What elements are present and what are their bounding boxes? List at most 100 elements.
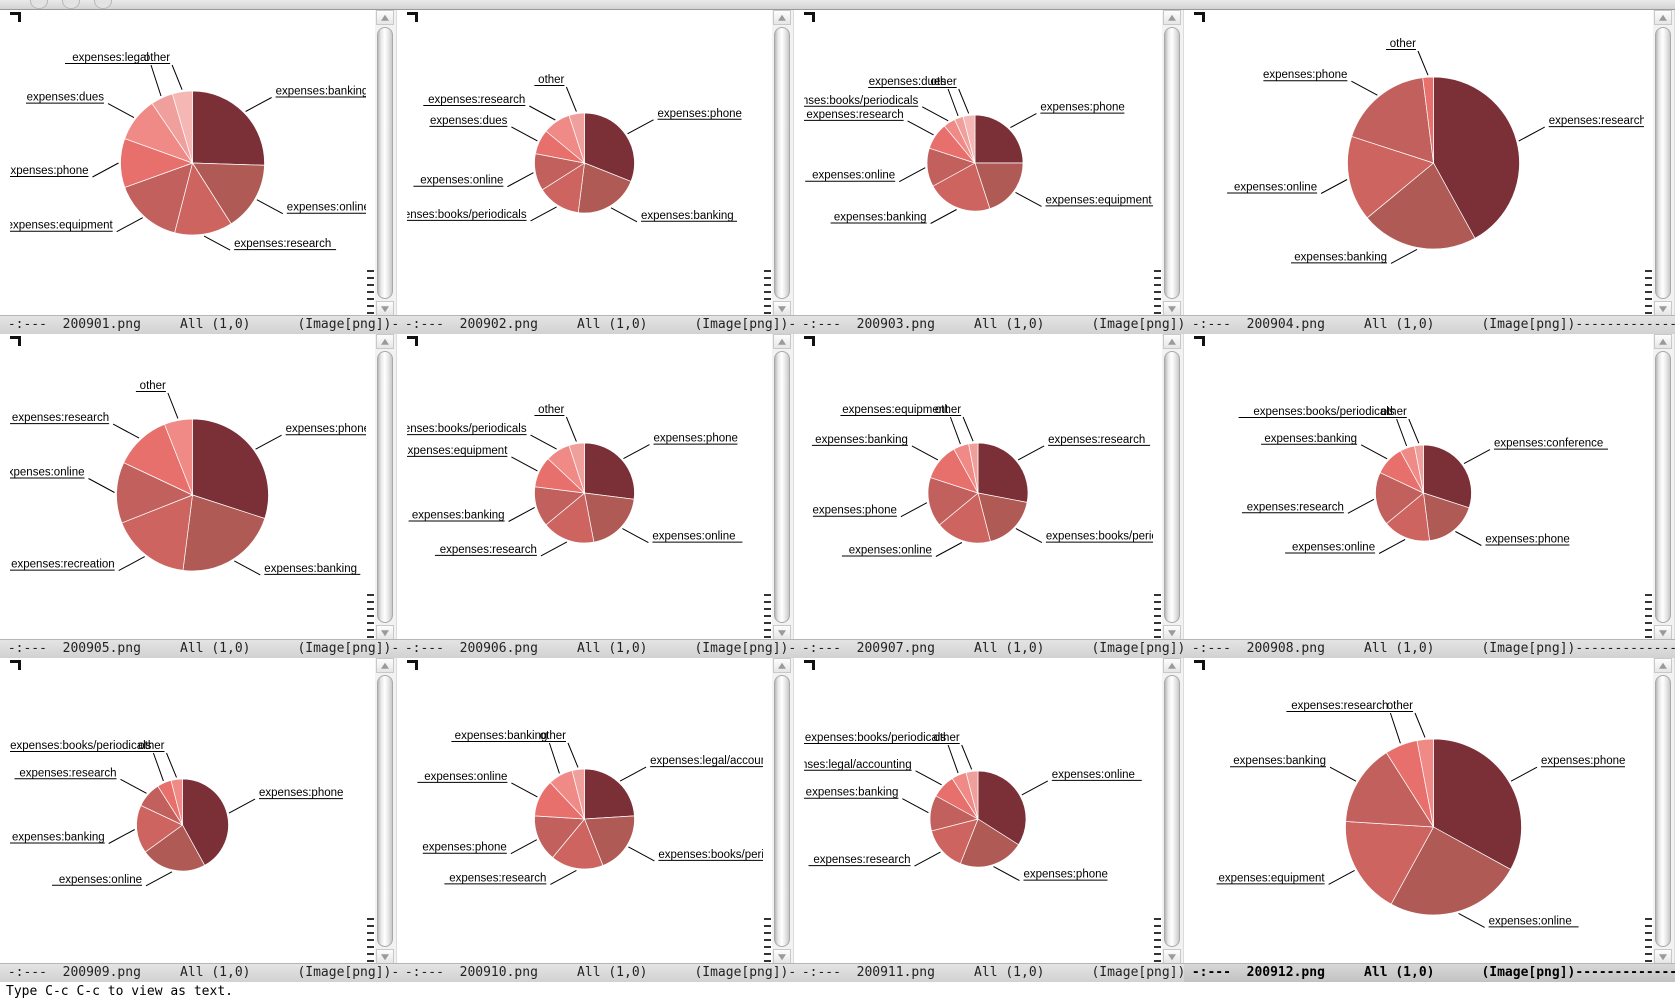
scrollbar-thumb[interactable]: [1164, 675, 1180, 947]
vertical-scrollbar[interactable]: [770, 334, 794, 640]
vertical-scrollbar[interactable]: [770, 10, 794, 316]
scrollbar-thumb[interactable]: [774, 27, 790, 299]
mode-line[interactable]: -:--- 200906.png All (1,0) (Image[png])-…: [397, 639, 794, 658]
scroll-down-arrow-icon[interactable]: [376, 625, 394, 640]
scrollbar-thumb[interactable]: [1655, 675, 1671, 947]
label-leader-line: [1378, 539, 1406, 554]
scroll-down-arrow-icon[interactable]: [1163, 949, 1181, 964]
mode-line[interactable]: -:--- 200901.png All (1,0) (Image[png])-…: [0, 315, 397, 334]
mode-line[interactable]: -:--- 200907.png All (1,0) (Image[png])-…: [794, 639, 1184, 658]
minibuffer[interactable]: Type C-c C-c to view as text.: [0, 982, 1675, 1004]
vertical-scrollbar[interactable]: [1160, 10, 1184, 316]
scrollbar-thumb[interactable]: [377, 351, 393, 623]
image-canvas: expenses:conference expenses:phone expense…: [1184, 334, 1675, 640]
vertical-scrollbar[interactable]: [1651, 658, 1675, 964]
scroll-up-arrow-icon[interactable]: [1654, 658, 1672, 673]
mode-line[interactable]: -:--- 200904.png All (1,0) (Image[png])-…: [1184, 315, 1675, 334]
mode-line-prefix: -:---: [0, 317, 63, 332]
pie-slice-label: expenses:phone: [1541, 755, 1625, 767]
scroll-up-arrow-icon[interactable]: [376, 10, 394, 25]
emacs-window-200910[interactable]: expenses:legal/accounting expenses:books/…: [397, 658, 794, 982]
pie-slice: [1423, 492, 1470, 542]
emacs-window-200905[interactable]: expenses:phone expenses:banking expenses:r…: [0, 334, 397, 658]
label-leader-line: [565, 416, 577, 442]
scroll-up-arrow-icon[interactable]: [376, 658, 394, 673]
scroll-up-arrow-icon[interactable]: [1163, 10, 1181, 25]
pie-slice: [959, 818, 1020, 868]
label-leader-line: [1017, 445, 1045, 461]
scrollbar-thumb[interactable]: [774, 351, 790, 623]
label-leader-line: [508, 507, 535, 522]
scrollbar-thumb[interactable]: [377, 27, 393, 299]
scroll-up-arrow-icon[interactable]: [773, 334, 791, 349]
emacs-window-200907[interactable]: expenses:research expenses:books/periodic…: [794, 334, 1184, 658]
scroll-down-arrow-icon[interactable]: [1654, 625, 1672, 640]
emacs-window-200904[interactable]: expenses:research expenses:banking expense…: [1184, 10, 1675, 334]
scrollbar-thumb[interactable]: [1655, 351, 1671, 623]
scrollbar-thumb[interactable]: [1164, 351, 1180, 623]
scrollbar-thumb[interactable]: [774, 675, 790, 947]
emacs-window-200911[interactable]: expenses:online expenses:phone expenses:re…: [794, 658, 1184, 982]
emacs-window-200903[interactable]: expenses:phone expenses:equipment expenses…: [794, 10, 1184, 334]
mode-line[interactable]: -:--- 200910.png All (1,0) (Image[png])-…: [397, 963, 794, 982]
scrollbar-thumb[interactable]: [1164, 27, 1180, 299]
toolbar-button-2[interactable]: [62, 0, 80, 9]
scroll-down-arrow-icon[interactable]: [376, 301, 394, 316]
label-leader-line: [145, 871, 173, 887]
vertical-scrollbar[interactable]: [1651, 334, 1675, 640]
mode-line-filler: ---------------------: [1575, 641, 1675, 656]
vertical-scrollbar[interactable]: [770, 658, 794, 964]
label-leader-line: [915, 770, 942, 786]
scrollbar-thumb[interactable]: [377, 675, 393, 947]
label-leader-line: [1015, 528, 1043, 544]
label-leader-line: [540, 541, 568, 557]
mode-line-position: All (1,0): [934, 965, 1045, 980]
scroll-up-arrow-icon[interactable]: [1163, 334, 1181, 349]
scroll-down-arrow-icon[interactable]: [1654, 301, 1672, 316]
mode-line-filler: ---------------------: [1575, 965, 1675, 980]
scroll-down-arrow-icon[interactable]: [1163, 625, 1181, 640]
scroll-up-arrow-icon[interactable]: [773, 658, 791, 673]
pie-slice-label: expenses:research: [1549, 115, 1646, 127]
emacs-window-200901[interactable]: expenses:banking expenses:online expenses:…: [0, 10, 397, 334]
scroll-down-arrow-icon[interactable]: [376, 949, 394, 964]
mode-line[interactable]: -:--- 200912.png All (1,0) (Image[png])-…: [1184, 963, 1675, 982]
emacs-window-200902[interactable]: expenses:phone expenses:banking expenses:b…: [397, 10, 794, 334]
label-leader-line: [1455, 531, 1482, 546]
scroll-up-arrow-icon[interactable]: [376, 334, 394, 349]
pie-slice-label: other: [538, 74, 564, 86]
vertical-scrollbar[interactable]: [373, 334, 397, 640]
vertical-scrollbar[interactable]: [1160, 334, 1184, 640]
scroll-up-arrow-icon[interactable]: [1163, 658, 1181, 673]
vertical-scrollbar[interactable]: [1160, 658, 1184, 964]
scroll-up-arrow-icon[interactable]: [1654, 10, 1672, 25]
pie-slice-label: expenses:banking: [834, 212, 927, 224]
vertical-scrollbar[interactable]: [1651, 10, 1675, 316]
scroll-down-arrow-icon[interactable]: [773, 625, 791, 640]
scroll-down-arrow-icon[interactable]: [1654, 949, 1672, 964]
scroll-up-arrow-icon[interactable]: [773, 10, 791, 25]
emacs-window-200909[interactable]: expenses:phone expenses:online expenses:ba…: [0, 658, 397, 982]
mode-line[interactable]: -:--- 200908.png All (1,0) (Image[png])-…: [1184, 639, 1675, 658]
scroll-down-arrow-icon[interactable]: [773, 301, 791, 316]
emacs-window-200906[interactable]: expenses:phone expenses:online expenses:re…: [397, 334, 794, 658]
emacs-window-200908[interactable]: expenses:conference expenses:phone expense…: [1184, 334, 1675, 658]
scroll-up-arrow-icon[interactable]: [1654, 334, 1672, 349]
pie-slice-label: expenses:books/periodicals: [1253, 406, 1395, 418]
vertical-scrollbar[interactable]: [373, 10, 397, 316]
toolbar-button-1[interactable]: [30, 0, 48, 9]
mode-line-filler: ---------: [391, 964, 397, 982]
mode-line[interactable]: -:--- 200902.png All (1,0) (Image[png])-…: [397, 315, 794, 334]
mode-line-major-mode: (Image[png]): [647, 317, 789, 332]
toolbar-button-3[interactable]: [94, 0, 112, 9]
scrollbar-thumb[interactable]: [1655, 27, 1671, 299]
emacs-window-200912[interactable]: expenses:phone expenses:online expenses:eq…: [1184, 658, 1675, 982]
scroll-down-arrow-icon[interactable]: [1163, 301, 1181, 316]
mode-line[interactable]: -:--- 200909.png All (1,0) (Image[png])-…: [0, 963, 397, 982]
mode-line[interactable]: -:--- 200903.png All (1,0) (Image[png])-…: [794, 315, 1184, 334]
label-leader-line: [622, 528, 649, 544]
scroll-down-arrow-icon[interactable]: [773, 949, 791, 964]
mode-line[interactable]: -:--- 200905.png All (1,0) (Image[png])-…: [0, 639, 397, 658]
vertical-scrollbar[interactable]: [373, 658, 397, 964]
mode-line[interactable]: -:--- 200911.png All (1,0) (Image[png])-…: [794, 963, 1184, 982]
